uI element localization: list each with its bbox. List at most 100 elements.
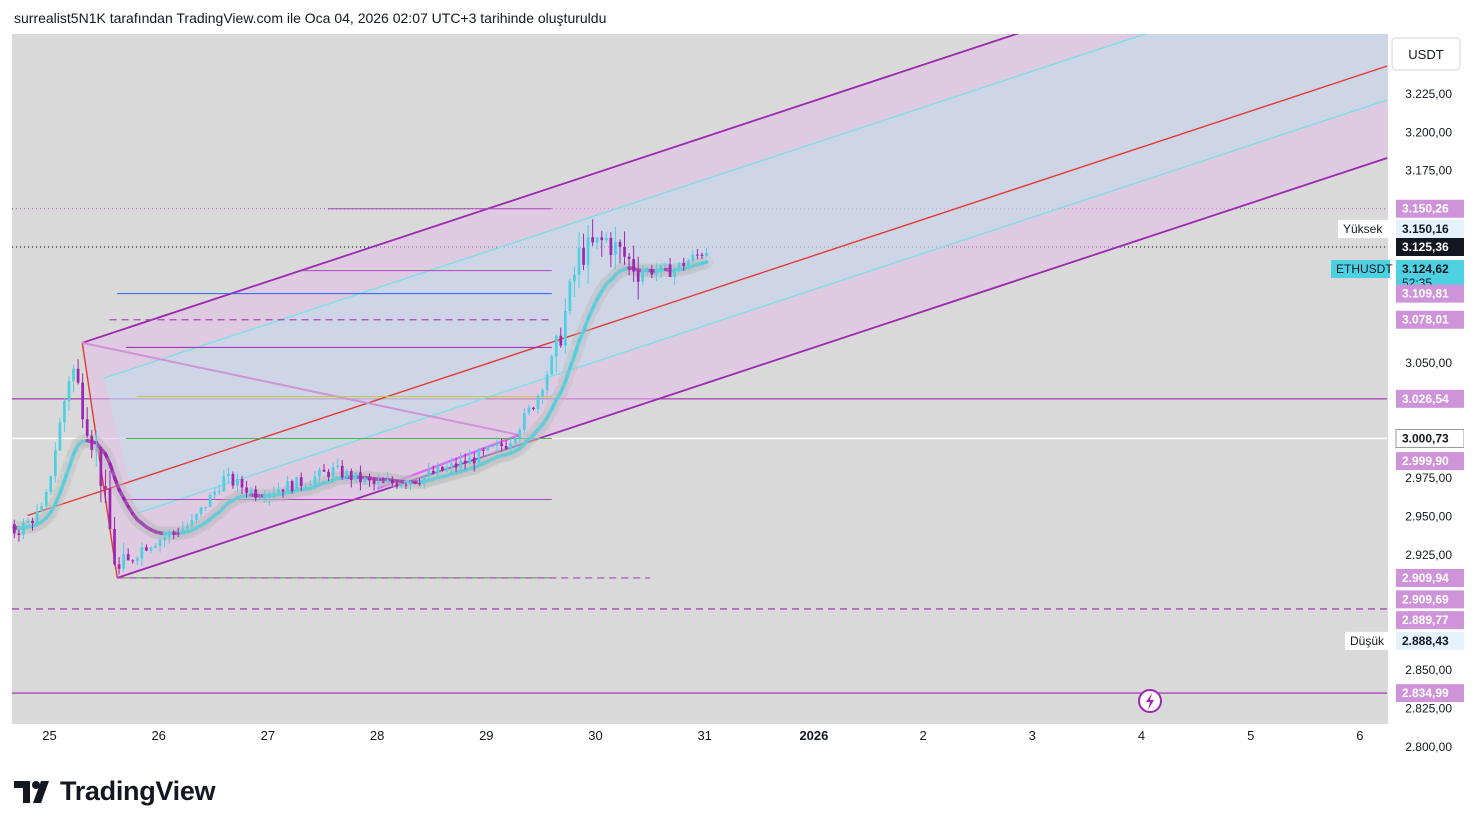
ma-line bbox=[572, 339, 581, 358]
price-chart[interactable]: USDT 3.225,00 3.200,00 3.175,00 3.050,00 2.97… bbox=[7, 0, 1465, 754]
y-tick-label: 3.175,00 bbox=[1405, 164, 1452, 178]
candle-body bbox=[454, 463, 458, 468]
x-tick-label: 31 bbox=[697, 728, 711, 743]
channel-upper-line bbox=[81, 0, 1122, 344]
price-label-box bbox=[1396, 631, 1464, 650]
x-tick-label: 29 bbox=[479, 728, 493, 743]
candle-body bbox=[345, 471, 349, 478]
candle-body bbox=[76, 368, 80, 383]
tradingview-logo-icon bbox=[14, 780, 49, 803]
candle-body bbox=[495, 443, 499, 446]
candle-body bbox=[623, 246, 626, 257]
price-tag-box bbox=[1331, 260, 1390, 279]
candle-body bbox=[299, 477, 303, 486]
price-label-box bbox=[1396, 568, 1464, 587]
x-tick-label: 2 bbox=[919, 728, 926, 743]
candle-body bbox=[377, 482, 381, 484]
y-tick-label: 2.925,00 bbox=[1405, 548, 1452, 562]
candle-body bbox=[409, 481, 412, 485]
tradingview-brand-text: TradingView bbox=[60, 776, 216, 806]
candle-body bbox=[468, 457, 472, 464]
price-label: 2.889,77 bbox=[1402, 613, 1449, 627]
candle-body bbox=[90, 435, 94, 450]
candle-body bbox=[195, 514, 198, 520]
lightning-icon-bolt bbox=[1146, 693, 1154, 710]
candle-body bbox=[17, 533, 21, 535]
candle-body bbox=[700, 254, 704, 256]
candle-body bbox=[586, 237, 590, 265]
y-tick-label: 3.050,00 bbox=[1405, 356, 1452, 370]
candle-body bbox=[277, 489, 280, 493]
candle-body bbox=[413, 481, 417, 484]
candle-body bbox=[400, 484, 403, 487]
ma-line bbox=[53, 491, 62, 506]
price-tag-box bbox=[1338, 220, 1390, 239]
candle-body bbox=[354, 472, 358, 480]
candle-body bbox=[22, 522, 25, 535]
candle-body bbox=[395, 483, 399, 487]
candle-body bbox=[386, 480, 390, 483]
price-label: 3.000,73 bbox=[1402, 431, 1449, 445]
median-line bbox=[27, 65, 1388, 517]
price-label: 3.078,01 bbox=[1402, 313, 1449, 327]
ma-line bbox=[58, 479, 67, 495]
channel-lower-line bbox=[116, 157, 1388, 579]
candle-body bbox=[532, 407, 535, 410]
candle-body bbox=[245, 487, 248, 493]
candle-body bbox=[158, 539, 162, 546]
candle-body bbox=[641, 271, 645, 282]
candle-body bbox=[258, 497, 262, 499]
price-label: 3.109,81 bbox=[1402, 287, 1449, 301]
candle-body bbox=[35, 511, 39, 524]
candle-body bbox=[427, 470, 431, 477]
candle-body bbox=[363, 478, 367, 483]
candle-body bbox=[44, 492, 48, 507]
channel-fill bbox=[82, 0, 1388, 578]
candle-body bbox=[126, 554, 130, 561]
candle-body bbox=[655, 270, 658, 275]
candle-body bbox=[381, 482, 385, 484]
candle-body bbox=[696, 254, 699, 256]
tradingview-logo[interactable]: TradingView bbox=[14, 776, 216, 807]
candle-body bbox=[436, 466, 440, 474]
price-label: 2.909,69 bbox=[1402, 592, 1449, 606]
chart-frame[interactable]: USDT 3.225,00 3.200,00 3.175,00 3.050,00 2.97… bbox=[7, 0, 1465, 754]
x-tick-label: 27 bbox=[261, 728, 275, 743]
candle-body bbox=[49, 476, 53, 493]
price-tag-label: ETHUSDT bbox=[1336, 262, 1393, 276]
ma-line bbox=[590, 297, 599, 311]
candle-body bbox=[135, 558, 139, 561]
candle-body bbox=[286, 481, 289, 492]
candle-body bbox=[67, 381, 71, 401]
candle-body bbox=[632, 259, 636, 272]
price-label-box bbox=[1396, 611, 1464, 630]
candle-body bbox=[673, 269, 676, 277]
candle-body bbox=[668, 264, 672, 277]
candle-body bbox=[450, 463, 453, 468]
inner-channel-lower-line bbox=[136, 99, 1388, 514]
candle-body bbox=[527, 407, 531, 413]
candle-body bbox=[190, 519, 194, 527]
candle-body bbox=[591, 237, 595, 243]
y-tick-label: 2.950,00 bbox=[1405, 509, 1452, 523]
candle-body bbox=[231, 473, 235, 486]
candle-body bbox=[372, 480, 376, 484]
ma-line bbox=[112, 475, 121, 492]
candle-body bbox=[12, 524, 16, 534]
ma-line bbox=[103, 452, 112, 466]
y-tick-label: 2.825,00 bbox=[1405, 701, 1452, 715]
candle-body bbox=[72, 368, 75, 382]
y-tick-label: 2.975,00 bbox=[1405, 471, 1452, 485]
candle-body bbox=[609, 237, 613, 255]
candle-body bbox=[431, 470, 435, 474]
candle-body bbox=[154, 545, 157, 548]
y-tick-label: 2.800,00 bbox=[1405, 740, 1452, 753]
candle-body bbox=[186, 526, 189, 529]
candle-body bbox=[645, 269, 649, 272]
candle-body bbox=[108, 488, 112, 530]
price-label: 3.150,16 bbox=[1402, 222, 1449, 236]
price-label-box bbox=[1396, 389, 1464, 408]
x-tick-label: 2026 bbox=[799, 728, 828, 743]
candle-body bbox=[227, 473, 230, 476]
candle-body bbox=[263, 497, 267, 499]
